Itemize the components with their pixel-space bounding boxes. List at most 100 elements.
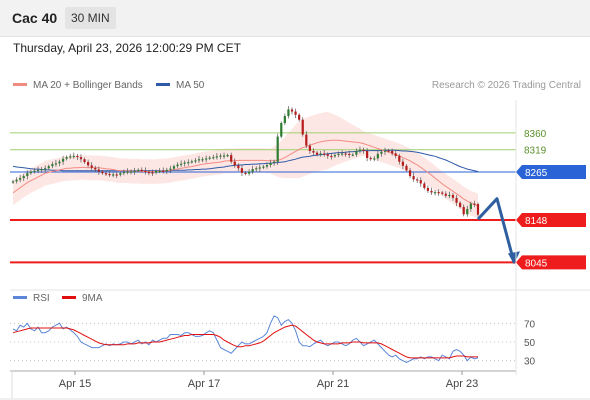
candle-body	[126, 171, 129, 173]
candle-body	[133, 170, 136, 172]
price-candle	[115, 171, 118, 179]
price-candle	[119, 171, 122, 177]
research-credit: Research © 2026 Trading Central	[431, 80, 581, 91]
candle-body	[441, 192, 444, 194]
candle-body	[369, 157, 372, 160]
price-candle	[233, 158, 236, 168]
legend-rsi-label: RSI	[33, 293, 50, 304]
price-candle	[469, 201, 472, 212]
legend-9ma-label: 9MA	[82, 293, 103, 304]
candle-body	[394, 153, 397, 156]
candle-body	[348, 153, 351, 156]
price-candle	[255, 166, 258, 172]
price-candle	[273, 159, 276, 166]
candle-body	[455, 197, 458, 203]
candle-body	[247, 171, 251, 174]
price-candle	[459, 201, 462, 209]
candle-body	[244, 172, 247, 174]
price-candle	[36, 166, 40, 174]
price-candle	[108, 170, 111, 177]
price-candle	[97, 166, 100, 175]
price-candle	[251, 165, 254, 174]
candle-body	[323, 153, 326, 155]
price-candle	[294, 108, 297, 119]
price-candle	[305, 131, 308, 149]
level-label-8148: 8148	[525, 216, 548, 227]
candle-body	[58, 161, 61, 164]
candle-body	[351, 154, 354, 156]
candle-body	[430, 190, 433, 193]
candle-body	[72, 155, 75, 158]
price-candle	[165, 167, 168, 174]
price-candle	[323, 150, 326, 157]
price-candle	[112, 172, 115, 178]
chart-header: Cac 40 30 MIN	[0, 0, 590, 37]
rsi-tick-70: 70	[524, 319, 536, 330]
price-candle	[416, 177, 419, 184]
legend-ma20-label: MA 20 + Bollinger Bands	[33, 80, 143, 91]
price-candle	[54, 160, 58, 167]
price-candle	[394, 150, 397, 159]
x-tick-label: Apr 15	[59, 378, 91, 390]
price-candle	[176, 162, 179, 169]
price-candle	[201, 157, 204, 163]
legend-9ma: 9MA	[62, 293, 103, 304]
price-candle	[355, 148, 358, 157]
price-candle	[183, 160, 186, 167]
candle-body	[451, 194, 455, 198]
price-candle	[373, 155, 376, 162]
timeframe-button[interactable]: 30 MIN	[65, 7, 116, 29]
x-tick-label: Apr 21	[317, 378, 349, 390]
price-candle	[230, 152, 233, 164]
price-candle	[215, 153, 218, 160]
timestamp: Thursday, April 23, 2026 12:00:29 PM CET	[13, 41, 241, 55]
candle-body	[398, 155, 401, 162]
price-candle	[58, 159, 61, 167]
legend-ma50: MA 50	[156, 80, 204, 91]
candle-body	[101, 171, 104, 174]
candle-body	[362, 149, 365, 151]
ma20-line	[12, 139, 479, 207]
candle-body	[90, 165, 93, 168]
candle-body	[462, 206, 465, 215]
candle-body	[376, 153, 379, 159]
candle-body	[222, 155, 226, 157]
price-candle	[61, 155, 65, 165]
candle-body	[22, 176, 25, 179]
candle-body	[237, 165, 240, 169]
candle-body	[312, 150, 315, 153]
candle-body	[276, 136, 279, 162]
price-candle	[76, 153, 79, 161]
price-candle	[391, 148, 394, 156]
candle-body	[108, 174, 111, 176]
price-candle	[258, 164, 261, 172]
candle-body	[298, 114, 301, 120]
price-candle	[72, 152, 75, 159]
candle-body	[448, 194, 451, 197]
bollinger-band-fill	[13, 111, 478, 219]
level-tag-8045	[516, 255, 586, 270]
price-candle	[172, 164, 176, 171]
candle-body	[194, 160, 197, 162]
candle-body	[212, 157, 215, 159]
price-candle	[137, 168, 140, 173]
candle-body	[172, 166, 176, 169]
candle-body	[36, 169, 40, 172]
price-candle	[129, 169, 133, 175]
candle-body	[226, 155, 229, 157]
price-candle	[154, 169, 158, 175]
candle-body	[54, 163, 58, 165]
candle-body	[326, 154, 329, 156]
price-candle	[298, 113, 301, 122]
price-candle	[466, 205, 469, 217]
candle-body	[219, 155, 222, 157]
price-candle	[208, 155, 211, 161]
price-candle	[190, 159, 193, 164]
candle-body	[265, 164, 269, 167]
candle-body	[340, 153, 344, 155]
candle-body	[51, 164, 54, 167]
candle-body	[187, 162, 190, 164]
price-candle	[405, 164, 408, 172]
candle-body	[76, 155, 79, 158]
